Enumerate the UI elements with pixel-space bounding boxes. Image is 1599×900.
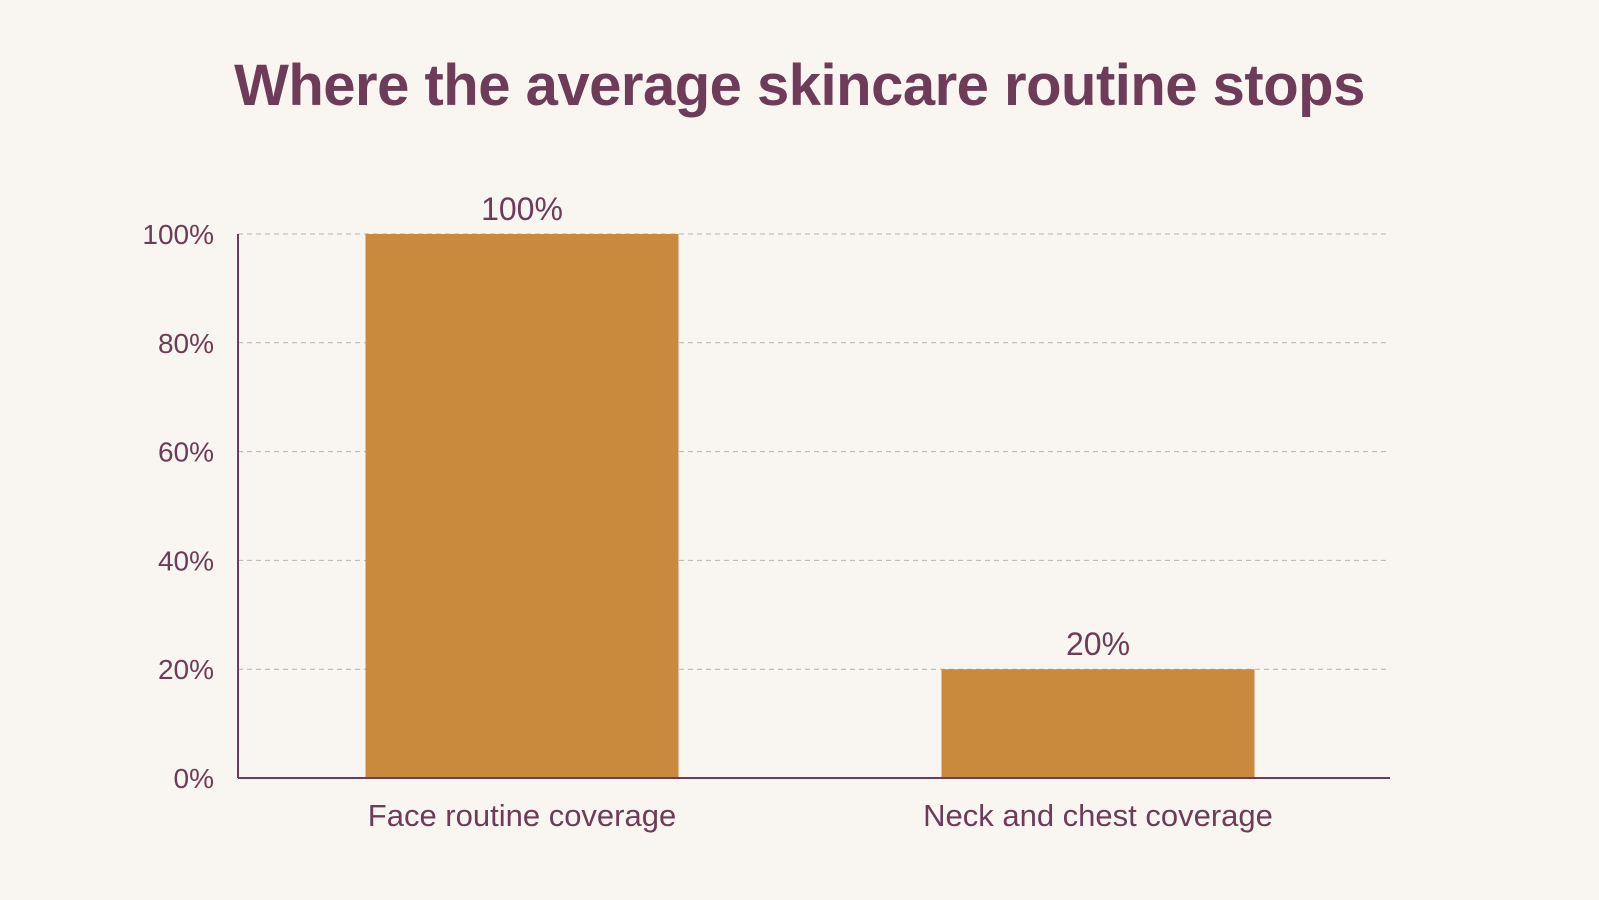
chart-title: Where the average skincare routine stops: [234, 53, 1365, 118]
y-tick-label: 100%: [142, 219, 214, 250]
bar: [365, 234, 679, 778]
x-category-label: Face routine coverage: [368, 798, 676, 833]
bar: [941, 669, 1255, 778]
y-tick-label: 20%: [158, 654, 214, 685]
bar-value-label: 100%: [481, 191, 563, 227]
y-tick-label: 40%: [158, 545, 214, 576]
x-category-label: Neck and chest coverage: [923, 798, 1273, 833]
bar-value-label: 20%: [1066, 626, 1130, 662]
y-tick-label: 80%: [158, 328, 214, 359]
y-tick-label: 60%: [158, 437, 214, 468]
y-tick-label: 0%: [174, 763, 214, 794]
